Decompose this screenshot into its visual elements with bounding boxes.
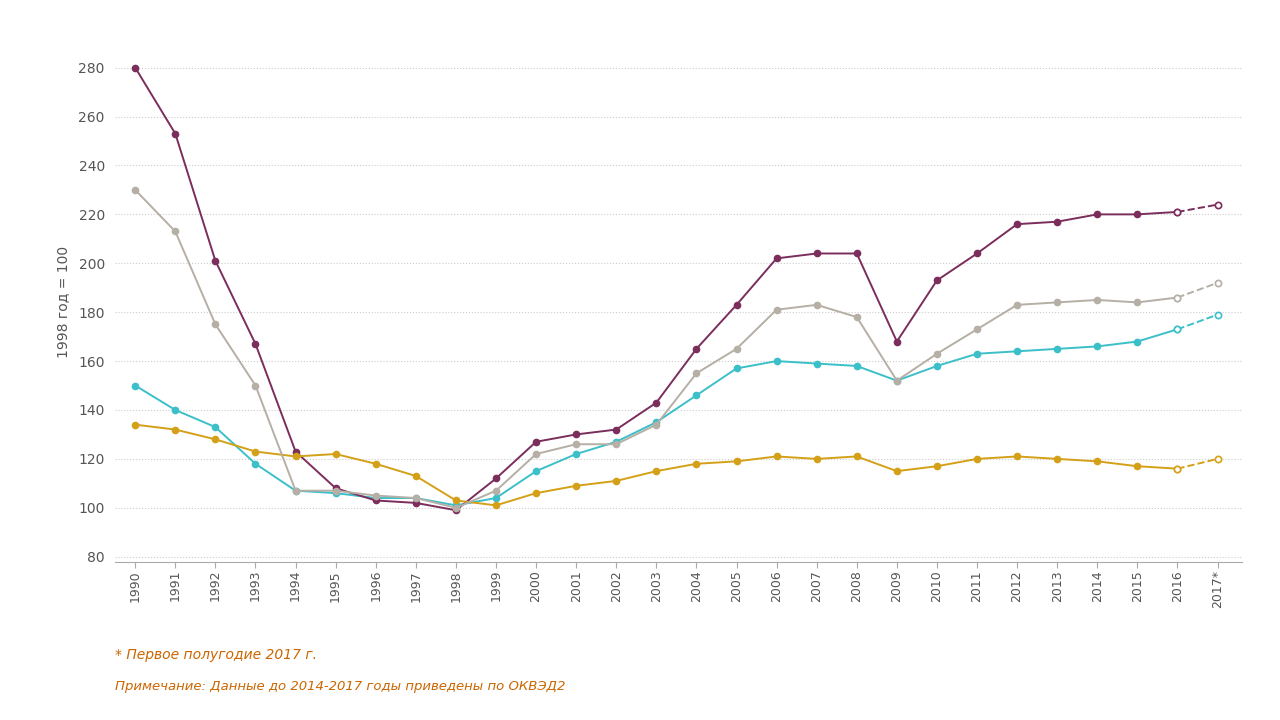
Text: * Первое полугодие 2017 г.: * Первое полугодие 2017 г. xyxy=(115,648,317,662)
Y-axis label: 1998 год = 100: 1998 год = 100 xyxy=(56,246,70,359)
Text: Примечание: Данные до 2014-2017 годы приведены по ОКВЭД2: Примечание: Данные до 2014-2017 годы при… xyxy=(115,680,566,693)
